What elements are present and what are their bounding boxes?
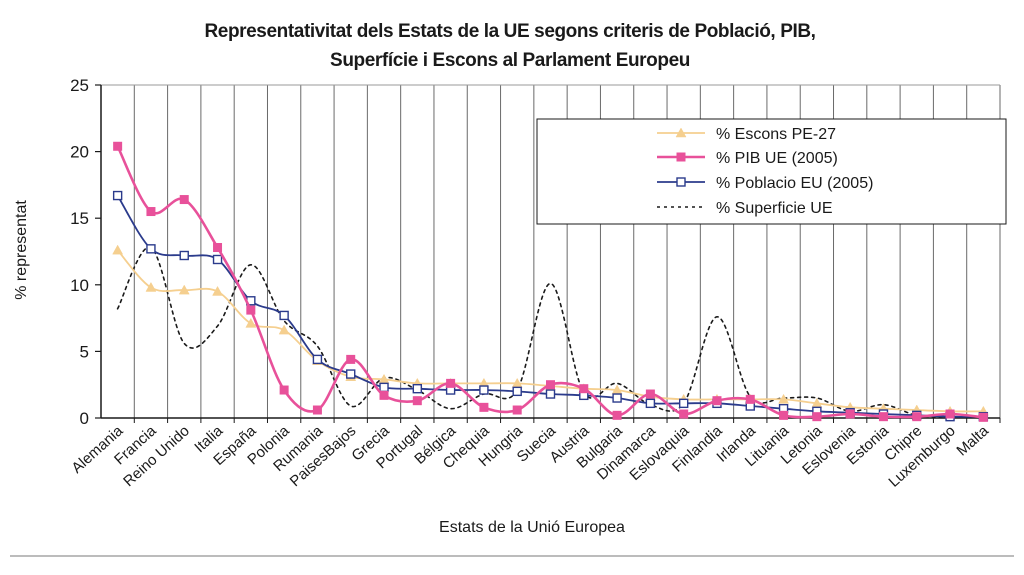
legend-label: % Poblacio EU (2005) [716,175,873,192]
y-tick-label: 20 [70,143,89,162]
data-point [279,310,289,321]
data-point [212,254,223,265]
chart-title-line-2: Superfície i Escons al Parlament Europeu [330,50,690,71]
series-line [116,246,985,418]
data-point [346,354,356,364]
data-point [213,243,223,253]
data-point [778,393,789,404]
data-point [346,369,356,379]
data-point [112,244,124,255]
data-point [512,405,522,415]
data-point [146,244,156,254]
legend: % Escons PE-27 % PIB UE (2005) % Poblacio … [536,118,1007,225]
data-point [113,141,123,151]
data-point [179,195,189,205]
data-point [412,383,423,394]
y-tick-label: 5 [80,342,89,361]
data-point [845,409,855,419]
data-point [179,250,189,261]
y-axis-label: % representat [13,200,30,300]
data-point [379,382,389,393]
data-point [178,284,190,295]
data-point [645,398,656,409]
y-tick-label: 15 [70,209,89,228]
data-point [279,385,289,395]
legend-label: % PIB UE (2005) [716,150,838,167]
legend-entries: % Escons PE-27 % PIB UE (2005) % Poblacio … [657,126,873,217]
legend-box [536,118,1007,225]
y-tick-label: 0 [80,409,89,428]
y-axis-ticks: 0 5 10 15 20 25 [70,76,101,428]
data-point [912,412,922,422]
data-point [278,324,290,335]
data-point [945,409,955,419]
series-layer [112,141,989,422]
data-point [812,412,822,422]
legend-label: % Superficie UE [716,200,833,217]
data-point [212,285,223,296]
series-line [116,145,985,419]
data-point [479,385,489,395]
data-point [245,317,257,328]
legend-swatch-marker [675,127,687,138]
data-point [546,380,555,390]
data-point [312,405,322,415]
data-point [446,378,456,388]
data-point [645,389,655,399]
data-point [545,389,556,399]
legend-swatch-marker [676,152,686,162]
data-point [146,207,156,217]
data-point [612,410,622,420]
series-1 [113,141,988,422]
y-tick-label: 10 [70,276,89,295]
data-point [479,402,489,412]
data-point [246,305,256,315]
y-tick-label: 25 [70,76,89,95]
data-point [579,384,589,394]
vertical-gridlines [133,85,1001,418]
legend-label: % Escons PE-27 [716,126,836,143]
data-point [745,394,755,404]
chart-title-line-1: Representativitat dels Estats de la UE s… [204,21,815,42]
data-point [512,386,522,397]
data-point [312,354,323,365]
series-3 [116,246,985,418]
data-point [678,398,689,409]
data-point [145,281,157,292]
data-point [379,390,389,400]
data-point [412,396,422,406]
legend-swatch-marker [676,177,686,187]
data-point [779,410,789,420]
data-point [612,393,622,403]
data-point [679,409,689,419]
data-point [878,412,888,422]
data-point [112,190,123,201]
data-point [978,412,988,422]
x-axis-label: Estats de la Unió Europea [439,519,625,536]
data-point [712,396,722,406]
